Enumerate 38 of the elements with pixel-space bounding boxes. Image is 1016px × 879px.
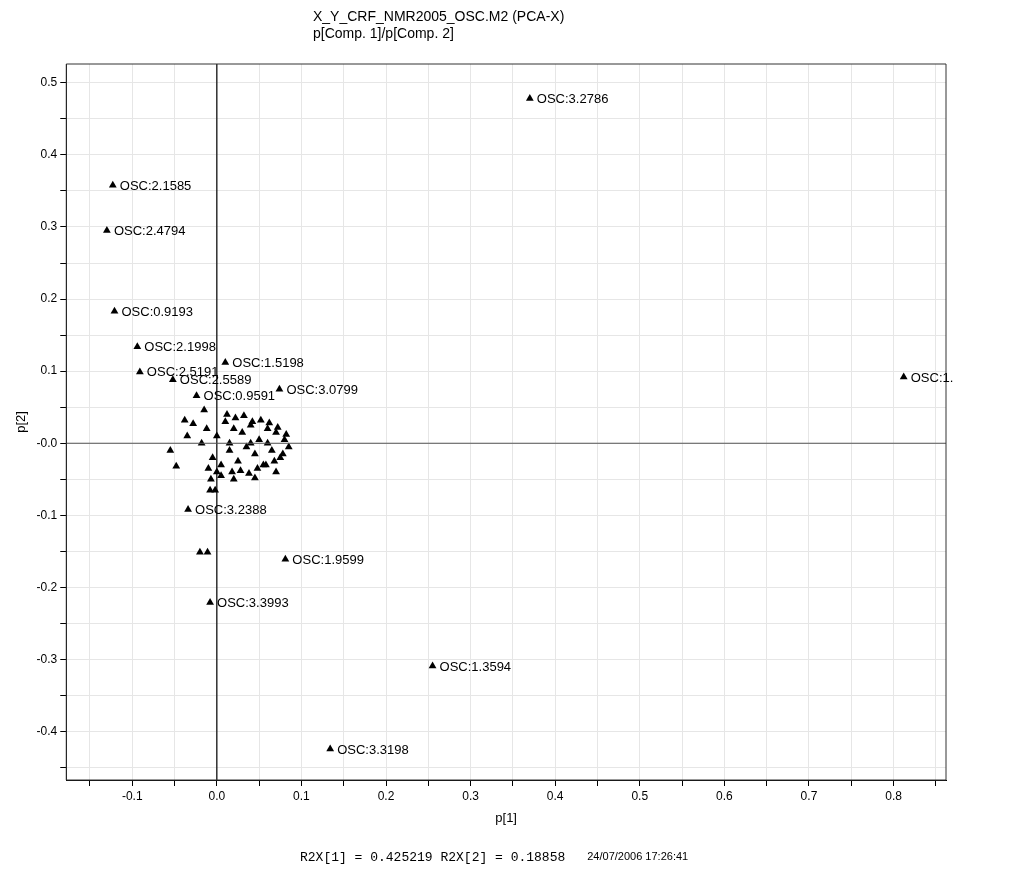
x-tick-label: 0.3 bbox=[462, 788, 480, 803]
y-tick-label: 0.1 bbox=[40, 363, 58, 378]
chart-title: X_Y_CRF_NMR2005_OSC.M2 (PCA-X) bbox=[313, 8, 565, 25]
annotation: OSC:3.3993 bbox=[217, 595, 289, 611]
x-tick-label: 0.7 bbox=[800, 788, 818, 803]
y-axis-title: p[2] bbox=[13, 411, 29, 433]
x-tick-label: 0.8 bbox=[885, 788, 903, 803]
annotation: OSC:1.3594 bbox=[439, 658, 512, 674]
text: 24/07/2006 17:26:41 bbox=[587, 850, 689, 864]
y-tick-label: -0.3 bbox=[36, 651, 58, 666]
x-tick-label: -0.1 bbox=[121, 788, 143, 803]
annotation: OSC:2.4794 bbox=[113, 223, 186, 239]
annotation: OSC:3.3198 bbox=[337, 741, 409, 757]
x-tick-label: 0.2 bbox=[377, 788, 395, 803]
y-tick-label: 0.4 bbox=[40, 147, 58, 162]
annotation: OSC:3.2786 bbox=[536, 91, 609, 107]
x-tick-label: 0.6 bbox=[716, 788, 734, 803]
y-tick-label: 0.5 bbox=[40, 75, 58, 90]
y-tick-label: -0.4 bbox=[36, 724, 58, 738]
annotation: OSC:2.1585 bbox=[119, 177, 192, 193]
x-tick-label: 0.1 bbox=[293, 788, 311, 803]
annotation: OSC:2.1998 bbox=[144, 339, 216, 355]
x-tick-label: 0.4 bbox=[546, 788, 564, 803]
x-tick-label: 0.5 bbox=[631, 788, 649, 803]
y-tick-label: 0.3 bbox=[40, 219, 58, 234]
chart-subtitle: p[Comp. 1]/p[Comp. 2] bbox=[313, 25, 455, 42]
y-tick-label: 0.2 bbox=[40, 291, 58, 306]
x-axis-title: p[1] bbox=[495, 809, 517, 825]
annotation: OSC:0.9193 bbox=[121, 303, 194, 319]
text: R2X[1] = 0.425219 R2X[2] = 0.18858 bbox=[300, 850, 566, 865]
annotation: OSC:1.9599 bbox=[292, 551, 364, 567]
y-tick-label: -0.0 bbox=[36, 435, 58, 450]
y-tick-label: -0.1 bbox=[36, 507, 58, 522]
annotation: OSC:1. bbox=[910, 369, 954, 385]
y-tick-label: -0.2 bbox=[36, 579, 58, 594]
annotation: OSC:3.0799 bbox=[286, 381, 358, 397]
x-tick-label: 0.0 bbox=[208, 788, 226, 803]
annotation: OSC:1.5198 bbox=[232, 355, 304, 371]
